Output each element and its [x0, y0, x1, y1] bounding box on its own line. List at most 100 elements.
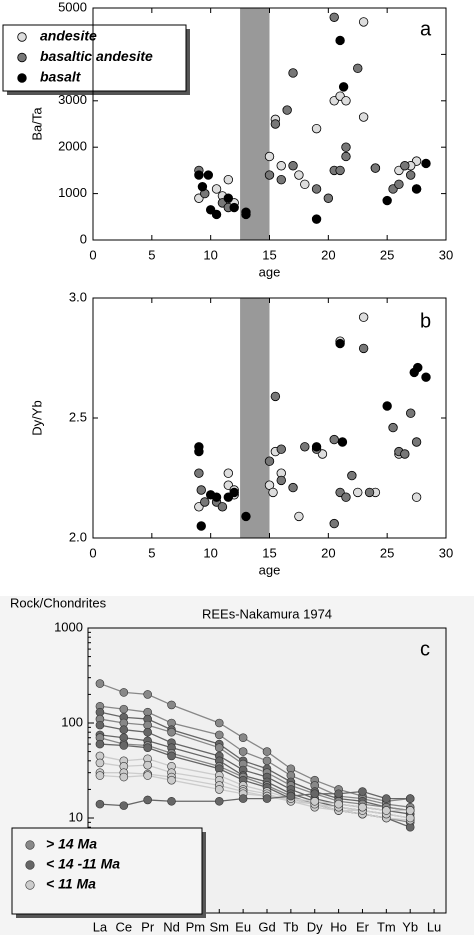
- data-point: [264, 170, 275, 180]
- x-tick-label: Tm: [377, 919, 396, 934]
- data-point: [335, 35, 345, 46]
- legend-label: andesite: [40, 28, 97, 44]
- legend-marker: [25, 840, 35, 850]
- x-tick-label: 30: [439, 247, 453, 262]
- data-point: [358, 112, 369, 122]
- data-point: [203, 170, 214, 180]
- y-tick-label: 5000: [58, 0, 87, 14]
- ree-point: [143, 690, 152, 699]
- data-point: [229, 202, 239, 213]
- ree-point: [95, 771, 105, 780]
- ree-point: [238, 747, 248, 756]
- data-point: [270, 391, 281, 402]
- y-tick-label: 10: [69, 809, 83, 824]
- data-point: [411, 184, 422, 194]
- data-point: [268, 487, 278, 498]
- data-point: [276, 444, 286, 454]
- y-tick-label: 3.0: [69, 289, 87, 304]
- data-point: [341, 96, 351, 106]
- data-point: [311, 442, 322, 452]
- data-point: [196, 485, 206, 495]
- ree-point: [95, 799, 105, 809]
- y-axis-label: Ba/Ta: [29, 107, 44, 141]
- data-point: [364, 487, 375, 498]
- ree-point: [358, 802, 367, 812]
- x-tick-label: Yb: [402, 919, 418, 934]
- ree-point: [262, 794, 272, 803]
- chart-title: REEs-Nakamura 1974: [202, 606, 332, 621]
- data-point: [223, 468, 234, 478]
- legend-marker: [17, 52, 27, 63]
- ree-point: [167, 700, 176, 710]
- data-point: [194, 468, 204, 478]
- data-point: [421, 372, 431, 382]
- data-point: [353, 487, 363, 498]
- ree-point: [95, 739, 105, 749]
- age-band: [240, 8, 270, 240]
- x-tick-label: Pm: [186, 919, 206, 934]
- ree-point: [119, 741, 129, 750]
- data-point: [388, 422, 398, 433]
- data-point: [300, 179, 310, 190]
- legend-label: basalt: [40, 69, 82, 85]
- y-tick-label: 1000: [54, 619, 83, 634]
- x-tick-label: Lu: [427, 919, 441, 934]
- ree-point: [405, 813, 415, 823]
- ree-point: [143, 727, 152, 737]
- ree-point: [167, 796, 176, 806]
- data-point: [406, 170, 416, 180]
- data-point: [382, 195, 392, 206]
- data-point: [413, 362, 423, 373]
- ree-point: [310, 796, 320, 806]
- ree-point: [334, 799, 343, 809]
- ree-point: [214, 785, 224, 794]
- ree-point: [214, 730, 224, 740]
- ree-point: [167, 775, 176, 785]
- data-point: [406, 408, 416, 418]
- x-tick-label: Er: [356, 919, 370, 934]
- x-tick-label: 10: [203, 247, 217, 262]
- legend-marker: [17, 32, 27, 42]
- x-tick-label: La: [93, 919, 108, 934]
- legend-label: < 11 Ma: [46, 876, 96, 892]
- y-tick-label: 0: [80, 231, 87, 246]
- y-axis-label: Dy/Yb: [29, 400, 44, 435]
- x-axis-label: age: [259, 562, 281, 577]
- ree-point: [95, 679, 105, 688]
- legend-label: > 14 Ma: [46, 836, 97, 852]
- ree-point: [358, 787, 367, 796]
- ree-point: [214, 796, 224, 806]
- ree-point: [262, 747, 272, 756]
- data-point: [194, 170, 204, 180]
- ree-point: [167, 751, 176, 761]
- x-tick-label: 0: [89, 247, 96, 262]
- ree-point: [119, 725, 129, 735]
- ree-point: [95, 720, 105, 730]
- data-point: [294, 170, 304, 180]
- y-axis-label: Rock/Chondrites: [10, 595, 107, 610]
- data-point: [294, 511, 304, 522]
- panel-letter: a: [420, 18, 432, 40]
- data-point: [196, 521, 206, 531]
- data-point: [335, 338, 345, 349]
- y-tick-label: 1000: [58, 185, 87, 200]
- data-point: [400, 449, 410, 459]
- x-tick-label: Ho: [330, 919, 347, 934]
- ree-point: [119, 704, 129, 714]
- data-point: [264, 456, 275, 466]
- data-point: [241, 511, 251, 522]
- ree-point: [119, 772, 129, 782]
- data-point: [358, 343, 369, 354]
- data-point: [411, 437, 422, 447]
- data-point: [323, 193, 334, 203]
- ree-point: [143, 760, 152, 770]
- plot-frame: [87, 627, 447, 914]
- legend-marker: [17, 73, 27, 83]
- legend-label: basaltic andesite: [40, 48, 153, 64]
- data-point: [329, 518, 339, 529]
- x-tick-label: 25: [380, 545, 394, 560]
- x-tick-label: Tb: [283, 919, 298, 934]
- data-point: [194, 446, 204, 457]
- legend-marker: [25, 860, 35, 870]
